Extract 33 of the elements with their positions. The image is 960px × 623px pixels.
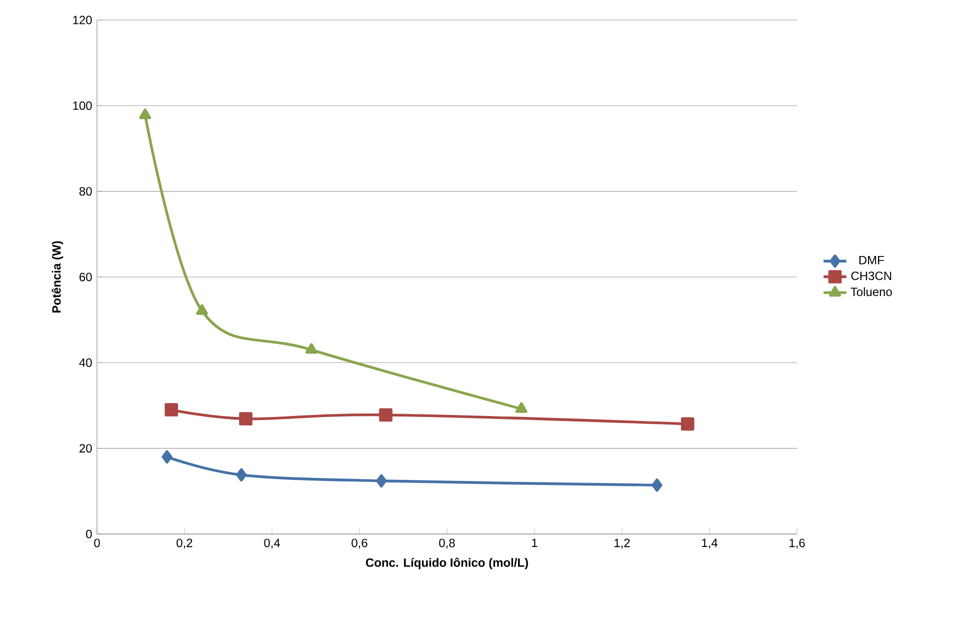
point [515,402,528,413]
point [164,403,178,416]
point [236,468,247,482]
x-axis-title: Conc. Líquido Iônico (mol/L) [366,558,528,570]
y-axis-title: Potência (W) [52,241,64,313]
legend-label: Tolueno [850,287,892,296]
legend-label: CH3CN [851,272,892,280]
x-tick-label: 0 [94,538,100,548]
x-tick-label: 0,2 [176,538,192,549]
x-tick-label: 0,4 [264,538,280,549]
point [162,450,172,464]
y-tick-label: 60 [80,272,92,282]
y-tick-label: 40 [79,358,92,367]
y-tick-label: 80 [79,187,92,196]
x-tick-label: 0,6 [352,538,368,549]
point [139,108,152,120]
x-tick-label: 1,2 [614,538,630,549]
legend-label: DMF [859,256,884,264]
y-tick-label: 120 [73,16,92,24]
point [305,343,318,354]
y-tick-label: 100 [73,101,92,110]
x-tick-label: 1,6 [790,538,805,549]
point [239,412,252,426]
point [680,417,694,431]
y-tick-label: 0 [86,530,92,538]
x-tick-label: 0,8 [439,538,455,549]
x-tick-label: 1 [532,538,538,547]
point [379,408,392,422]
point [196,304,208,315]
point [652,478,662,492]
point [376,474,387,488]
x-tick-label: 1,4 [702,538,718,548]
y-tick-label: 20 [80,444,92,453]
